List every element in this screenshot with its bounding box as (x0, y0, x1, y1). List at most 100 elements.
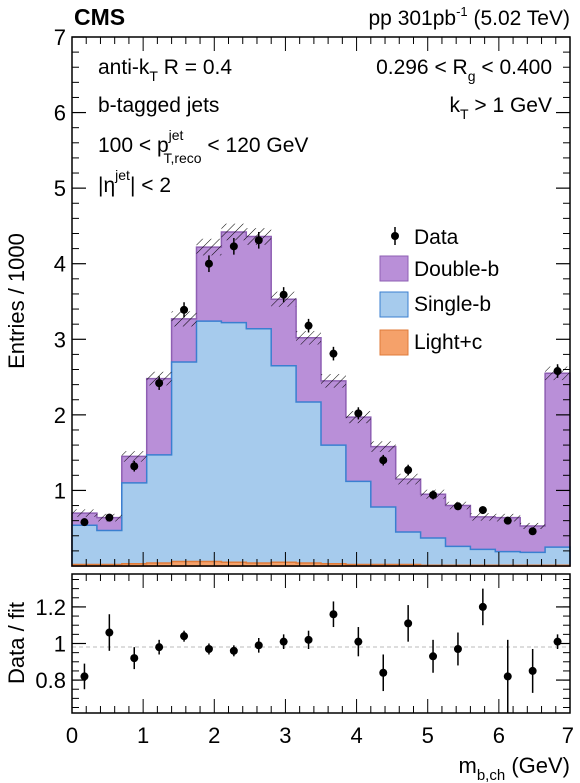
stack-light-c (71, 560, 571, 567)
legend-swatch-single-b (379, 291, 409, 318)
kt-cut-label: kT > 1 GeV (449, 94, 552, 122)
main-y-tick-label: 4 (54, 252, 66, 277)
ratio-panel: 0.8 1 1.2 0 1 2 3 4 5 6 7 Data / fit mb,ch (GeV) (4, 573, 574, 783)
main-y-tick-label: 7 (54, 25, 66, 50)
ratio-axes: 0.8 1 1.2 0 1 2 3 4 5 6 7 (35, 574, 574, 748)
btag-label: b-tagged jets (98, 94, 219, 117)
experiment-label: CMS (74, 4, 125, 30)
ratio-point (229, 646, 238, 655)
uncertainty-band (395, 473, 421, 485)
luminosity-label: pp 301pb-1 (5.02 TeV) (369, 4, 571, 30)
data-point (204, 259, 213, 268)
data-point (229, 242, 238, 251)
legend-entry-light-c: Light+c (379, 329, 482, 356)
main-axes: 1 2 3 4 5 6 7 (54, 25, 571, 566)
ratio-point (429, 652, 438, 661)
x-tick-label: 1 (137, 723, 149, 748)
data-point (354, 409, 363, 418)
uncertainty-band (321, 374, 346, 388)
legend-swatch-double-b (379, 255, 409, 282)
ratio-point (453, 644, 462, 653)
ratio-point (254, 641, 263, 650)
rg-range-label: 0.296 < Rg < 0.400 (376, 56, 552, 84)
ratio-y-tick-label: 1.2 (35, 595, 66, 620)
legend-label-double-b: Double-b (414, 258, 499, 281)
data-point (254, 236, 263, 245)
main-y-tick-label: 6 (54, 101, 66, 126)
uncertainty-band (121, 451, 147, 462)
ratio-points (80, 588, 562, 713)
ratio-point (204, 644, 213, 653)
data-point (379, 456, 388, 465)
ratio-point (478, 602, 487, 611)
x-tick-label: 0 (66, 723, 78, 748)
ratio-point (304, 635, 313, 644)
data-point (180, 305, 189, 314)
x-tick-label: 4 (350, 723, 362, 748)
main-frame (71, 36, 571, 567)
uncertainty-band (520, 522, 546, 529)
ratio-point (130, 654, 139, 663)
ratio-y-axis-label: Data / fit (4, 602, 29, 684)
x-tick-label: 2 (208, 723, 220, 748)
uncertainty-band (221, 223, 247, 241)
uncertainty-band (370, 441, 396, 452)
ratio-point (279, 637, 288, 646)
lumi-prefix: pp 301pb (369, 7, 457, 30)
data-point (404, 466, 413, 475)
main-y-tick-label: 1 (54, 478, 66, 503)
data-point (478, 506, 487, 515)
ratio-y-tick-label: 1 (54, 632, 66, 657)
data-point (155, 379, 164, 388)
ratio-point (553, 637, 562, 646)
legend-entry-double-b: Double-b (379, 255, 499, 282)
x-tick-label: 3 (279, 723, 291, 748)
main-y-tick-label: 5 (54, 176, 66, 201)
legend-swatch-light-c (379, 329, 409, 356)
legend-entry-single-b: Single-b (379, 291, 491, 318)
main-y-tick-label: 3 (54, 327, 66, 352)
ratio-point (155, 643, 164, 652)
ratio-y-tick-label: 0.8 (35, 668, 66, 693)
ratio-point (80, 672, 89, 681)
ratio-point (329, 610, 338, 619)
legend-entry-data: Data (391, 226, 459, 249)
ratio-point (503, 672, 512, 681)
ratio-point (528, 666, 537, 675)
x-axis-label: mb,ch (GeV) (459, 753, 570, 783)
data-point (279, 290, 288, 299)
ratio-point (180, 632, 189, 641)
legend: Data Double-b Single-b Light+c (379, 226, 499, 356)
data-point (304, 321, 313, 330)
lumi-exponent: -1 (456, 4, 468, 19)
x-tick-label: 5 (422, 723, 434, 748)
data-point (453, 502, 462, 511)
ratio-point (354, 637, 363, 646)
ratio-frame (71, 573, 571, 714)
uncertainty-band (296, 330, 321, 345)
lumi-suffix: (5.02 TeV) (468, 7, 570, 30)
main-panel: 1 2 3 4 5 6 7 Entries / 1000 (4, 25, 571, 567)
data-point (130, 462, 139, 471)
data-point (329, 349, 338, 358)
uncertainty-band (171, 311, 197, 327)
main-y-tick-label: 2 (54, 403, 66, 428)
data-point (80, 518, 89, 527)
pt-range-label: 100 < pjet T,reco < 120 GeV (98, 127, 308, 166)
eta-cut-label: |ηjet| < 2 (98, 167, 171, 197)
data-point (503, 516, 512, 525)
legend-label-light-c: Light+c (414, 331, 482, 354)
ratio-point (105, 628, 114, 637)
uncertainty-band (72, 509, 97, 517)
annotations: anti-kT R = 0.4 0.296 < Rg < 0.400 b-tag… (98, 56, 552, 197)
uncertainty-band (470, 513, 496, 521)
uncertainty-band (196, 238, 222, 256)
data-point (105, 513, 114, 522)
data-point (429, 490, 438, 499)
main-y-axis-label: Entries / 1000 (4, 233, 29, 369)
data-point (528, 527, 537, 536)
ratio-point (404, 619, 413, 628)
data-point (553, 367, 562, 376)
x-tick-label: 6 (493, 723, 505, 748)
